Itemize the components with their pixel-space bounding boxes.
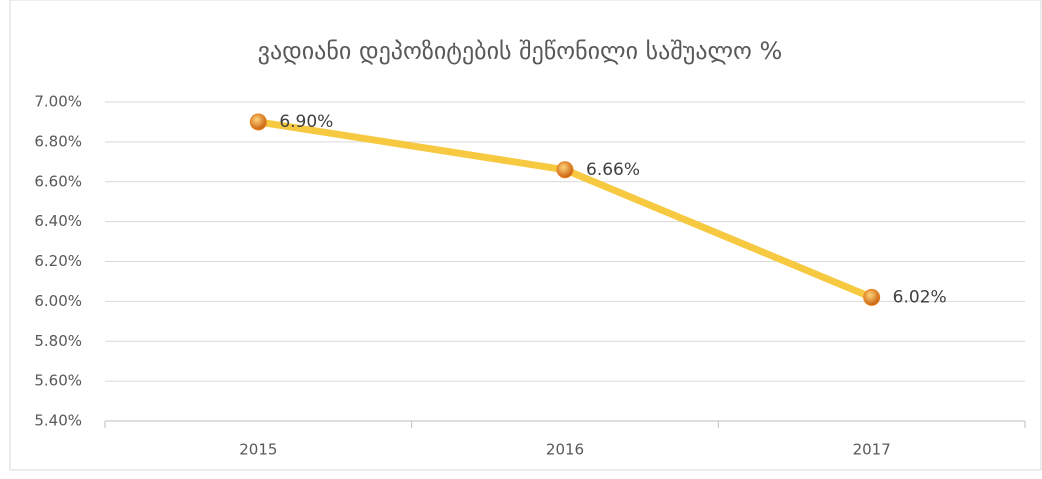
chart-title: ვადიანი დეპოზიტების შეწონილი საშუალო % <box>258 37 783 65</box>
y-tick-label: 7.00% <box>34 93 82 111</box>
y-tick-label: 5.80% <box>34 332 82 350</box>
data-label: 6.66% <box>586 160 640 180</box>
x-tick-label: 2016 <box>546 441 584 459</box>
y-tick-label: 6.60% <box>34 172 82 190</box>
y-tick-label: 6.20% <box>34 252 82 270</box>
y-tick-label: 6.80% <box>34 132 82 150</box>
x-tick-label: 2015 <box>239 441 277 459</box>
series-line <box>254 118 876 301</box>
chart-frame <box>9 0 1042 471</box>
data-label: 6.02% <box>893 287 947 307</box>
y-tick-label: 5.60% <box>34 372 82 390</box>
data-label: 6.90% <box>279 112 333 132</box>
marker <box>863 288 881 306</box>
y-tick-label: 6.40% <box>34 212 82 230</box>
marker <box>249 113 267 131</box>
x-tick-label: 2017 <box>853 441 891 459</box>
marker <box>556 161 574 179</box>
y-tick-label: 5.40% <box>34 412 82 430</box>
y-tick-label: 6.00% <box>34 292 82 310</box>
